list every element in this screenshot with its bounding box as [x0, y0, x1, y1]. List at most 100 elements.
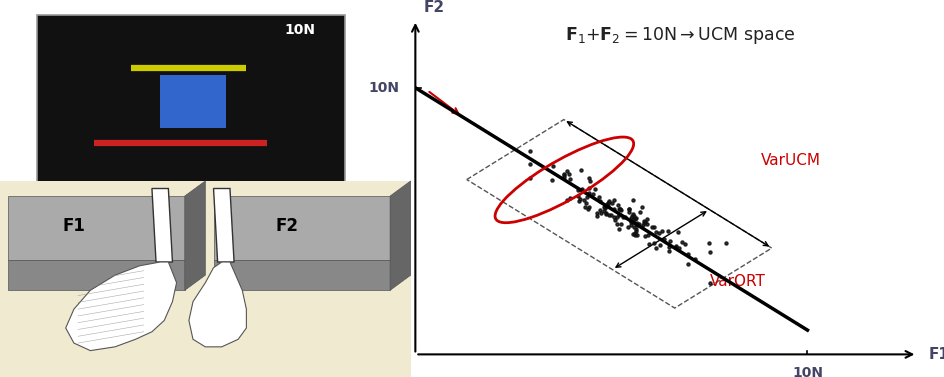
Point — [702, 280, 717, 286]
Polygon shape — [185, 181, 206, 290]
Point — [620, 224, 635, 230]
Point — [615, 214, 631, 220]
Point — [626, 231, 641, 237]
Point — [580, 194, 595, 200]
Point — [637, 220, 652, 226]
Text: 10N: 10N — [284, 23, 315, 37]
Polygon shape — [189, 262, 246, 347]
Point — [635, 222, 650, 228]
Point — [582, 185, 597, 191]
Point — [632, 221, 647, 227]
Point — [576, 197, 591, 203]
Point — [630, 232, 645, 238]
Point — [651, 230, 666, 236]
Point — [646, 224, 661, 230]
Point — [612, 212, 627, 218]
Point — [634, 204, 649, 210]
Point — [610, 214, 625, 220]
Point — [613, 206, 628, 212]
Point — [570, 187, 585, 193]
Point — [623, 219, 638, 225]
Point — [570, 193, 585, 199]
Point — [702, 249, 717, 255]
Text: 10N: 10N — [792, 366, 823, 377]
Point — [668, 244, 683, 250]
Point — [625, 219, 640, 225]
Point — [652, 242, 667, 248]
Point — [523, 175, 538, 181]
Point — [592, 207, 607, 213]
Point — [626, 213, 641, 219]
Point — [582, 175, 597, 181]
Polygon shape — [8, 260, 185, 290]
Point — [671, 245, 686, 251]
Point — [593, 210, 608, 216]
Point — [606, 214, 621, 220]
Point — [598, 204, 613, 210]
Polygon shape — [8, 196, 185, 260]
Point — [637, 219, 652, 225]
Bar — [37, 15, 345, 196]
Point — [640, 221, 655, 227]
Point — [638, 233, 653, 239]
Point — [617, 214, 632, 220]
Text: F2: F2 — [276, 217, 299, 235]
Point — [562, 171, 577, 177]
Point — [648, 229, 663, 235]
Point — [629, 226, 644, 232]
Point — [579, 200, 594, 206]
Point — [621, 205, 636, 211]
Point — [601, 198, 616, 204]
Point — [523, 161, 538, 167]
Point — [598, 210, 614, 216]
Polygon shape — [213, 188, 234, 262]
Point — [562, 176, 577, 182]
Point — [607, 197, 622, 203]
Bar — [0, 181, 411, 377]
Point — [637, 219, 652, 225]
Point — [600, 199, 615, 205]
Point — [681, 251, 696, 257]
Point — [701, 240, 716, 246]
Point — [556, 172, 571, 178]
Point — [585, 191, 600, 197]
Point — [598, 202, 614, 208]
Point — [606, 206, 621, 212]
Point — [630, 220, 645, 226]
Point — [628, 228, 643, 234]
Point — [556, 171, 571, 177]
Point — [641, 232, 656, 238]
Point — [661, 248, 676, 254]
Point — [626, 211, 641, 217]
Point — [632, 209, 648, 215]
Point — [621, 208, 636, 215]
Point — [608, 217, 623, 223]
Point — [628, 232, 643, 238]
Point — [628, 230, 643, 236]
Point — [640, 216, 655, 222]
Polygon shape — [66, 262, 177, 351]
Point — [592, 194, 607, 200]
Polygon shape — [213, 260, 390, 290]
Point — [687, 256, 702, 262]
Point — [589, 210, 604, 216]
Point — [612, 206, 627, 212]
Text: F1: F1 — [62, 217, 85, 235]
Point — [645, 224, 660, 230]
Text: $\mathbf{F}_1$$ + $$\mathbf{F}_2$$ = 10\mathrm{N} \rightarrow \mathrm{UCM\ space: $\mathbf{F}_1$$ + $$\mathbf{F}_2$$ = 10\… — [565, 25, 796, 46]
Point — [674, 239, 689, 245]
Point — [545, 177, 560, 183]
Point — [663, 238, 678, 244]
Point — [623, 215, 638, 221]
Point — [582, 190, 597, 196]
Point — [718, 240, 733, 246]
Polygon shape — [152, 188, 173, 262]
Point — [598, 211, 614, 217]
Point — [604, 200, 619, 206]
Point — [546, 162, 561, 169]
Text: F1: F1 — [929, 347, 944, 362]
Point — [600, 201, 615, 207]
Point — [628, 216, 643, 222]
Point — [581, 206, 596, 212]
Point — [610, 202, 625, 208]
